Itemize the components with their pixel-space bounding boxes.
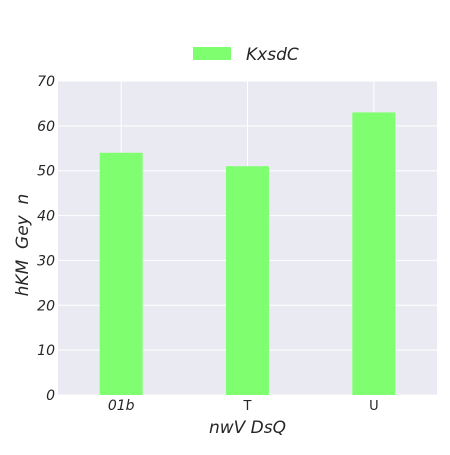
legend-label: KxsdC bbox=[246, 45, 299, 65]
y-tick-label: 30 bbox=[37, 253, 55, 269]
x-tick-label: 01b bbox=[108, 398, 135, 414]
y-tick-label: 70 bbox=[37, 74, 55, 90]
bar-01b bbox=[99, 152, 143, 395]
y-tick-labels: 0 10 20 30 40 50 60 70 bbox=[37, 74, 55, 404]
y-tick-label: 50 bbox=[37, 164, 55, 180]
bar-T bbox=[226, 166, 269, 395]
legend-swatch bbox=[193, 47, 231, 60]
x-tick-label: U bbox=[369, 399, 379, 414]
y-tick-label: 20 bbox=[37, 298, 55, 314]
y-tick-label: 40 bbox=[37, 209, 55, 225]
x-tick-labels: 01b T U bbox=[108, 398, 379, 414]
y-tick-label: 10 bbox=[37, 343, 55, 359]
y-axis-label: hKM Gey n bbox=[13, 194, 33, 297]
bar-U bbox=[352, 112, 396, 396]
legend: KxsdC bbox=[193, 45, 299, 65]
y-tick-label: 60 bbox=[37, 119, 55, 135]
x-tick-label: T bbox=[243, 399, 252, 414]
bars-layer bbox=[99, 112, 396, 396]
y-tick-label: 0 bbox=[46, 388, 55, 404]
x-axis-label: nwV DsQ bbox=[209, 418, 286, 438]
